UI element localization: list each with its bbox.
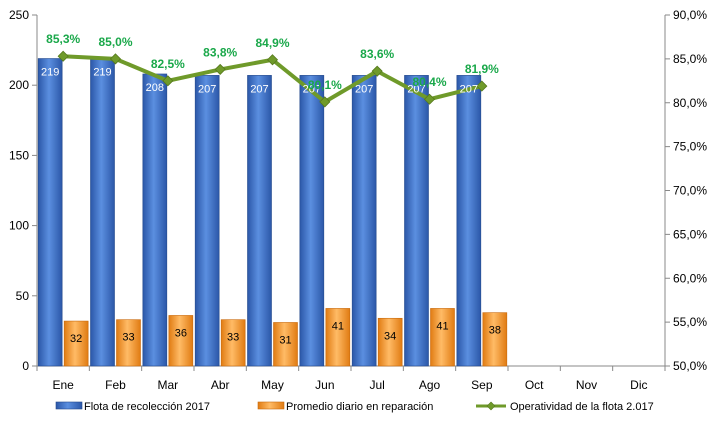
fleet-bar bbox=[404, 75, 429, 367]
operability-label: 81,9% bbox=[465, 62, 499, 76]
fleet-bar bbox=[351, 75, 377, 367]
repair-bar-label: 34 bbox=[384, 330, 396, 342]
operability-marker bbox=[57, 50, 69, 62]
repair-bar-label: 31 bbox=[279, 334, 291, 346]
repair-bar bbox=[482, 312, 508, 367]
x-tick-label: Feb bbox=[105, 378, 126, 392]
fleet-bar-label: 207 bbox=[250, 83, 268, 95]
operability-label: 80,4% bbox=[412, 75, 446, 89]
left-tick-label: 100 bbox=[9, 219, 29, 233]
data-labels: 219 32 219 33 208 36 207 33 207 31 207 41 207 34 207 41… bbox=[41, 32, 501, 346]
fleet-bar bbox=[247, 75, 272, 367]
right-tick-label: 70,0% bbox=[673, 184, 707, 198]
left-tick-label: 50 bbox=[16, 289, 30, 303]
left-tick-label: 0 bbox=[22, 359, 29, 373]
repair-bar bbox=[220, 319, 246, 367]
operability-label: 80,1% bbox=[308, 78, 342, 92]
repair-bar-label: 36 bbox=[175, 327, 187, 339]
x-tick-label: Nov bbox=[576, 378, 597, 392]
operability-marker bbox=[162, 75, 174, 87]
left-tick-label: 150 bbox=[9, 148, 29, 162]
fleet-bar bbox=[142, 73, 168, 367]
repair-bars bbox=[63, 308, 508, 367]
right-tick-label: 60,0% bbox=[673, 271, 707, 285]
operability-marker bbox=[476, 80, 488, 92]
repair-bar-label: 38 bbox=[489, 325, 501, 337]
fleet-bar-label: 207 bbox=[303, 83, 321, 95]
legend-label-operability: Operatividad de la flota 2.017 bbox=[510, 401, 654, 413]
operability-label: 83,6% bbox=[360, 47, 394, 61]
repair-bar bbox=[116, 319, 141, 367]
fleet-bars bbox=[37, 58, 482, 367]
x-tick-label: Jul bbox=[369, 378, 384, 392]
repair-bar bbox=[325, 308, 351, 367]
operability-marker bbox=[109, 53, 122, 65]
repair-bar bbox=[430, 308, 455, 367]
legend-swatch-repair bbox=[257, 401, 285, 410]
repair-bar-label: 41 bbox=[332, 320, 344, 332]
fleet-bar-label: 208 bbox=[146, 82, 164, 94]
fleet-bar-label: 207 bbox=[460, 83, 478, 95]
fleet-bar-label: 207 bbox=[198, 83, 216, 95]
x-tick-label: Ago bbox=[419, 378, 441, 392]
left-tick-label: 250 bbox=[9, 8, 29, 22]
x-tick-label: Dic bbox=[630, 378, 647, 392]
repair-bar bbox=[273, 322, 298, 367]
operability-marker bbox=[371, 65, 383, 77]
repair-bar-label: 32 bbox=[70, 333, 82, 345]
operability-marker bbox=[214, 63, 226, 75]
fleet-bar-label: 207 bbox=[407, 83, 425, 95]
legend-label-repair: Promedio diario en reparación bbox=[286, 401, 433, 413]
right-tick-label: 90,0% bbox=[673, 8, 707, 22]
x-tick-label: Oct bbox=[525, 378, 544, 392]
left-tick-label: 200 bbox=[9, 78, 29, 92]
x-tick-label: Abr bbox=[211, 378, 230, 392]
fleet-bar bbox=[456, 75, 482, 367]
repair-bar-label: 33 bbox=[122, 332, 134, 344]
fleet-bar-label: 207 bbox=[355, 83, 373, 95]
legend-swatch-fleet bbox=[55, 401, 83, 410]
axes: 0 50 100 150 200 250 50,0% 55,0% 60,0% 65,0% 70,0%… bbox=[9, 8, 707, 392]
repair-bar bbox=[63, 320, 89, 367]
repair-bar-label: 33 bbox=[227, 332, 239, 344]
right-tick-label: 85,0% bbox=[673, 52, 707, 66]
operability-marker bbox=[423, 93, 436, 105]
legend-label-fleet: Flota de recolección 2017 bbox=[84, 401, 210, 413]
fleet-bar bbox=[194, 75, 220, 367]
right-tick-label: 75,0% bbox=[673, 140, 707, 154]
operability-label: 85,0% bbox=[98, 35, 132, 49]
x-tick-label: Jun bbox=[315, 378, 334, 392]
fleet-bar bbox=[299, 75, 325, 367]
x-tick-label: Sep bbox=[471, 378, 493, 392]
fleet-bar-label: 219 bbox=[41, 67, 59, 79]
legend: Flota de recolección 2017 Promedio diario… bbox=[55, 401, 654, 413]
right-tick-label: 65,0% bbox=[673, 227, 707, 241]
operability-label: 85,3% bbox=[46, 32, 80, 46]
fleet-bar bbox=[90, 58, 115, 367]
right-tick-label: 80,0% bbox=[673, 96, 707, 110]
operability-label: 83,8% bbox=[203, 45, 237, 59]
operability-marker bbox=[266, 54, 279, 66]
operability-label: 82,5% bbox=[151, 57, 185, 71]
legend-marker-operability bbox=[486, 401, 496, 411]
x-tick-label: May bbox=[261, 378, 284, 392]
repair-bar bbox=[168, 315, 194, 367]
fleet-bar bbox=[37, 58, 63, 367]
repair-bar-label: 41 bbox=[436, 320, 448, 332]
fleet-bar-label: 219 bbox=[93, 67, 111, 79]
operability-label: 84,9% bbox=[255, 36, 289, 50]
x-tick-label: Ene bbox=[52, 378, 74, 392]
right-tick-label: 55,0% bbox=[673, 315, 707, 329]
right-tick-label: 50,0% bbox=[673, 359, 707, 373]
repair-bar bbox=[377, 317, 403, 367]
x-tick-label: Mar bbox=[157, 378, 178, 392]
operability-marker bbox=[319, 96, 331, 108]
operability-line bbox=[57, 50, 488, 108]
